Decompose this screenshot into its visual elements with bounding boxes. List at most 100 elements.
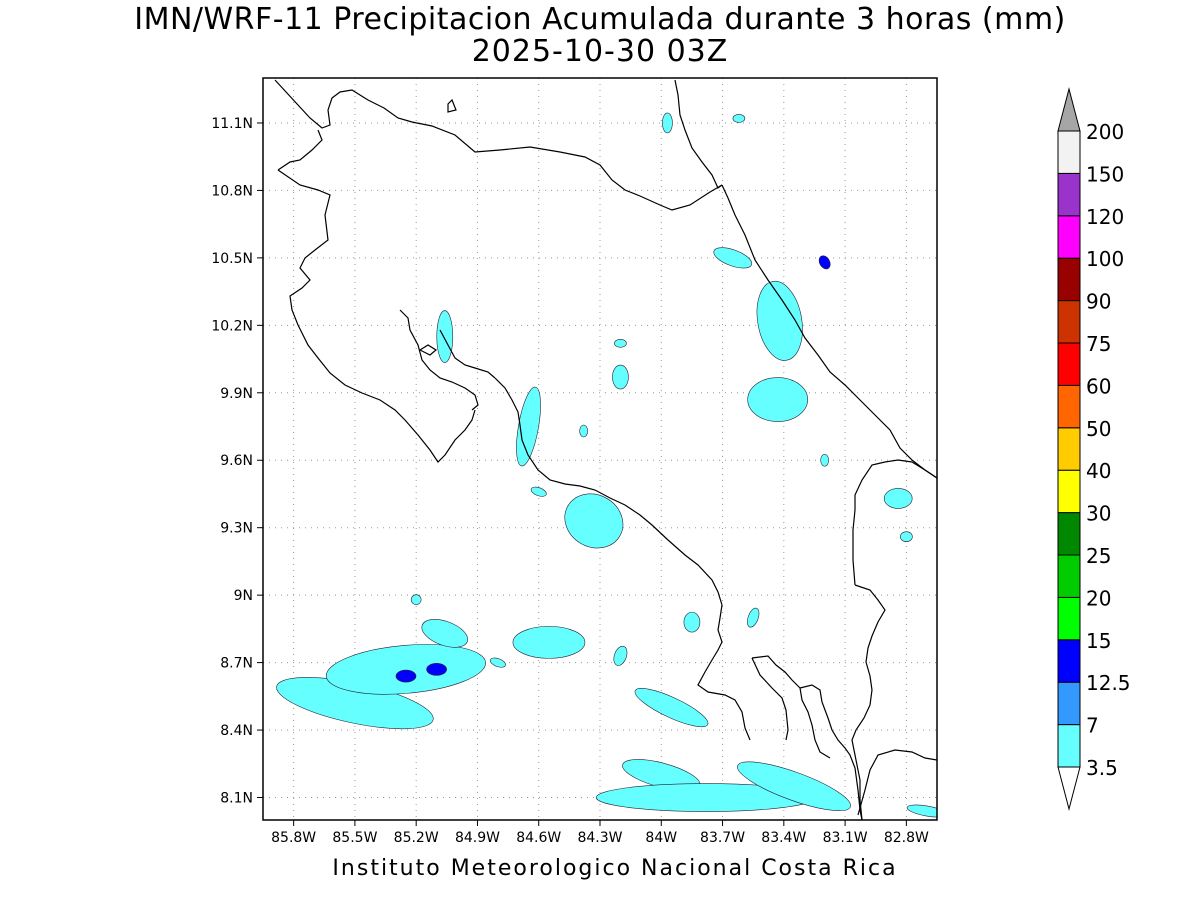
nicaragua-coast-north <box>274 79 723 211</box>
colorbar-label-5: 25 <box>1086 544 1111 568</box>
lat-tick-label-10: 8.1N <box>220 791 253 807</box>
colorbar-swatch-2 <box>1057 639 1081 683</box>
lat-tick-label-4: 9.9N <box>220 386 253 402</box>
precip-cell-32 <box>883 488 913 509</box>
precip-cell-25 <box>818 255 831 270</box>
colorbar: 3.5 7 12.5 15 20 25 30 40 50 60 75 90 100 120 150 200 <box>1057 87 1131 811</box>
lat-tick-label-6: 9.3N <box>220 521 253 537</box>
precip-cell-43 <box>489 657 506 668</box>
lon-tick-label-1: 85.5W <box>332 830 377 846</box>
nicaragua-coast-northwest <box>277 129 323 171</box>
chira-island <box>418 344 438 356</box>
lat-tick-label-1: 10.8N <box>211 183 253 199</box>
nicoya-gulf-east-coast <box>399 309 479 411</box>
colorbar-label-3: 15 <box>1086 629 1111 653</box>
panama-coast <box>857 749 937 816</box>
precip-cell-42 <box>820 453 829 467</box>
lat-tick-label-7: 9N <box>234 588 253 604</box>
colorbar-label-14: 150 <box>1086 162 1124 186</box>
colorbar-swatch-3 <box>1057 596 1081 641</box>
osa-peninsula <box>751 655 831 759</box>
precip-cell-28 <box>436 310 454 363</box>
precip-cell-24 <box>747 377 808 422</box>
precip-cell-35 <box>410 594 422 605</box>
colorbar-label-10: 75 <box>1086 332 1111 356</box>
colorbar-label-6: 30 <box>1086 502 1111 526</box>
colorbar-swatch-10 <box>1057 300 1081 344</box>
precip-cell-17 <box>737 761 851 811</box>
colorbar-label-8: 50 <box>1086 417 1111 441</box>
pacific-central-coast <box>494 377 751 741</box>
footer-credit: Instituto Meteorologico Nacional Costa R… <box>332 856 898 881</box>
precip-cell-4 <box>325 644 486 695</box>
precip-cell-40 <box>900 531 913 542</box>
colorbar-label-4: 20 <box>1086 586 1111 610</box>
colorbar-label-12: 100 <box>1086 247 1124 271</box>
colorbar-label-11: 90 <box>1086 290 1111 314</box>
colorbar-label-1: 7 <box>1086 714 1099 738</box>
lat-tick-label-8: 8.7N <box>220 656 253 672</box>
precip-cell-33 <box>612 364 629 390</box>
guanacaste-coast <box>277 169 476 463</box>
caribbean-coast <box>721 184 937 479</box>
precip-cell-5 <box>426 663 447 676</box>
colorbar-label-0: 3.5 <box>1086 756 1118 780</box>
precip-cell-21 <box>756 280 803 361</box>
coastlines-and-borders <box>274 79 937 820</box>
lon-tick-label-2: 85.2W <box>394 830 439 846</box>
precip-cell-13 <box>564 493 624 549</box>
burica-coast <box>799 684 863 820</box>
colorbar-swatch-12 <box>1057 215 1081 259</box>
precip-cell-37 <box>747 607 760 628</box>
precip-cell-45 <box>662 112 673 134</box>
lat-tick-label-3: 10.2N <box>211 318 253 334</box>
lon-tick-label-9: 83.1W <box>823 830 868 846</box>
precip-cell-34 <box>613 645 628 666</box>
lat-tick-label-5: 9.6N <box>220 453 253 469</box>
lake-island <box>447 98 457 113</box>
lon-tick-label-8: 83.4W <box>761 830 806 846</box>
precip-cell-46 <box>579 424 588 438</box>
golfo-dulce-inner <box>751 657 789 741</box>
lon-tick-label-6: 84W <box>645 830 677 846</box>
precip-cell-8 <box>421 619 468 648</box>
precip-cell-39 <box>906 804 937 818</box>
lat-tick-label-9: 8.4N <box>220 723 253 739</box>
colorbar-label-2: 12.5 <box>1086 671 1131 695</box>
precip-cell-18 <box>634 688 709 728</box>
precip-cell-41 <box>530 486 547 497</box>
lon-tick-label-4: 84.6W <box>516 830 561 846</box>
map-title: IMN/WRF-11 Precipitacion Acumulada duran… <box>134 2 1066 37</box>
precip-cell-38 <box>614 339 627 348</box>
colorbar-swatch-11 <box>1057 257 1081 302</box>
precip-cell-26 <box>713 247 753 269</box>
latitude-tick-labels: 11.1N 10.8N 10.5N 10.2N 9.9N 9.6N 9.3N 9N 8.7N 8.… <box>211 116 263 807</box>
gulf-inner-coast <box>439 329 496 379</box>
lat-tick-label-2: 10.5N <box>211 251 253 267</box>
lon-tick-label-3: 84.9W <box>455 830 500 846</box>
lon-tick-label-10: 82.8W <box>884 830 929 846</box>
lon-tick-label-7: 83.7W <box>700 830 745 846</box>
bocas-coast <box>852 459 937 586</box>
lon-tick-label-5: 84.3W <box>577 830 622 846</box>
panama-border <box>851 584 886 820</box>
precip-cell-30 <box>516 386 541 467</box>
colorbar-label-13: 120 <box>1086 205 1124 229</box>
precipitation-field <box>276 112 937 818</box>
colorbar-label-15: 200 <box>1086 120 1124 144</box>
colorbar-swatch-8 <box>1057 384 1081 429</box>
colorbar-swatch-1 <box>1057 681 1081 726</box>
colorbar-over-arrow <box>1057 87 1081 132</box>
longitude-tick-labels: 85.8W 85.5W 85.2W 84.9W 84.6W 84.3W 84W 83.7W 83… <box>271 820 929 846</box>
colorbar-swatch-5 <box>1057 512 1081 556</box>
colorbar-label-9: 60 <box>1086 374 1111 398</box>
colorbar-swatch-0 <box>1057 724 1081 768</box>
precip-cell-44 <box>732 114 746 123</box>
colorbar-swatch-14 <box>1057 130 1081 174</box>
map-subtitle: 2025-10-30 03Z <box>471 34 729 69</box>
colorbar-swatch-6 <box>1057 469 1081 514</box>
san-juan-river <box>674 79 723 189</box>
colorbar-swatch-13 <box>1057 172 1081 217</box>
colorbar-under-arrow <box>1057 766 1081 811</box>
